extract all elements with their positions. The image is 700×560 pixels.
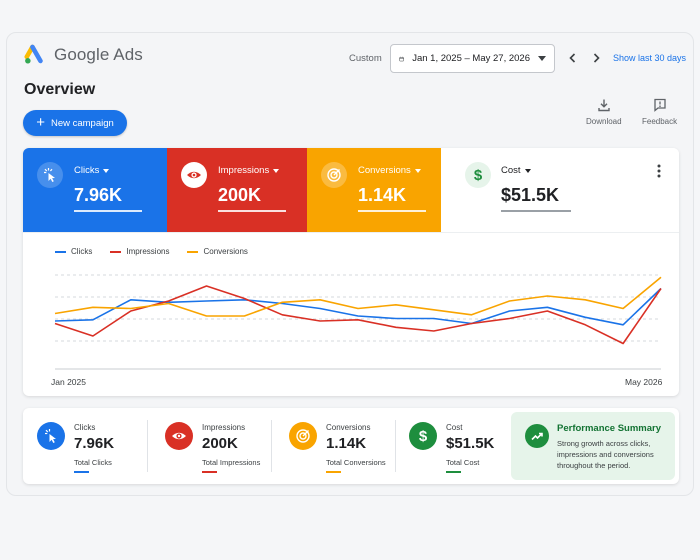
eye-icon [165, 422, 193, 450]
google-ads-logo[interactable]: Google Ads [24, 44, 143, 66]
kpi-label: Conversions [358, 165, 421, 176]
kpi-underline [358, 210, 426, 212]
chart-legend: Clicks Impressions Conversions [55, 247, 248, 256]
legend-label: Clicks [71, 247, 93, 256]
download-label: Download [586, 117, 622, 126]
summary-label: Impressions [202, 423, 246, 432]
kpi-value: 1.14K [358, 185, 407, 205]
kpi-tile-impressions[interactable]: Impressions 200K [167, 148, 307, 232]
series-line-conversions [54, 276, 662, 317]
summary-value: 1.14K [326, 435, 367, 452]
chevron-down-icon [538, 56, 546, 61]
divider [395, 420, 396, 472]
caret-down-icon [103, 168, 110, 173]
cursor-click-icon [37, 162, 63, 188]
chevron-left-icon[interactable] [568, 53, 578, 63]
divider [147, 420, 148, 472]
legend-label: Impressions [126, 247, 170, 256]
overview-card: Clicks 7.96K Impressions 200K Conversion… [23, 148, 679, 396]
summary-label: Conversions [326, 423, 371, 432]
x-tick-start: Jan 2025 [51, 377, 86, 387]
custom-label: Custom [349, 53, 382, 64]
performance-chart: Clicks Impressions Conversions Jan 2025 … [23, 232, 679, 396]
performance-summary-title: Performance Summary [557, 423, 662, 434]
more-vert-icon[interactable] [657, 164, 661, 178]
logo-text: Google Ads [54, 45, 143, 64]
legend-item[interactable]: Impressions [110, 247, 169, 256]
feedback-button[interactable]: Feedback [642, 98, 677, 126]
kpi-underline [218, 210, 286, 212]
caret-down-icon [273, 168, 280, 173]
legend-swatch [187, 250, 199, 253]
kpi-label: Impressions [218, 165, 280, 176]
kpi-tile-clicks[interactable]: Clicks 7.96K [23, 148, 167, 232]
calendar-icon [399, 56, 404, 61]
feedback-label: Feedback [642, 117, 678, 126]
show-last-30-days-link[interactable]: Show last 30 days [613, 53, 687, 63]
summary-underline [202, 471, 217, 473]
download-button[interactable]: Download [586, 98, 622, 126]
kpi-value: 200K [218, 185, 262, 205]
legend-swatch [55, 250, 66, 253]
dollar-icon: $ [409, 422, 437, 450]
series-line-clicks [54, 287, 662, 326]
kpi-value: 7.96K [74, 185, 123, 205]
series-line-impressions [54, 285, 662, 345]
line-chart-svg [54, 274, 662, 370]
caret-down-icon [524, 168, 531, 173]
caret-down-icon [414, 168, 421, 173]
date-range-text: Jan 1, 2025 – May 27, 2026 [412, 53, 530, 64]
performance-summary-text: Strong growth across clicks, impressions… [557, 439, 654, 470]
summary-conversions: Conversions 1.14K Total Conversions [275, 408, 395, 484]
google-ads-logo-icon [24, 44, 43, 64]
x-tick-end: May 2026 [625, 377, 663, 387]
kpi-label: Clicks [74, 165, 110, 176]
target-icon [321, 162, 347, 188]
eye-icon [181, 162, 207, 188]
legend-swatch [110, 250, 122, 253]
kpi-tile-cost[interactable]: $ Cost $51.5K [441, 148, 679, 232]
kpi-label: Cost [501, 165, 531, 176]
legend-item[interactable]: Conversions [187, 247, 248, 256]
plus-icon: + [36, 114, 45, 131]
legend-label: Conversions [203, 247, 248, 256]
new-campaign-button[interactable]: + New campaign [23, 110, 127, 136]
summary-underline [74, 471, 89, 473]
dollar-icon: $ [465, 162, 491, 188]
legend-item[interactable]: Clicks [55, 247, 92, 256]
date-range-picker[interactable]: Jan 1, 2025 – May 27, 2026 [390, 44, 555, 73]
summary-value: $51.5K [446, 435, 495, 452]
cursor-click-icon [37, 422, 65, 450]
trend-up-icon [525, 424, 549, 448]
kpi-underline [74, 210, 142, 212]
summary-underline [446, 471, 461, 473]
performance-summary-panel: Performance Summary Strong growth across… [511, 412, 675, 480]
summary-value: 200K [202, 435, 238, 452]
summary-cost: $ Cost $51.5K Total Cost [395, 408, 507, 484]
summary-clicks: Clicks 7.96K Total Clicks [23, 408, 147, 484]
summary-value: 7.96K [74, 435, 115, 452]
summary-underline [326, 471, 341, 473]
chevron-right-icon[interactable] [591, 53, 601, 63]
summary-label: Cost [446, 423, 463, 432]
page-title: Overview [24, 81, 96, 98]
target-icon [289, 422, 317, 450]
kpi-tile-conversions[interactable]: Conversions 1.14K [307, 148, 441, 232]
kpi-underline [501, 210, 571, 212]
summary-sub: Total Impressions [202, 458, 261, 467]
divider [271, 420, 272, 472]
download-icon [598, 99, 610, 112]
summary-sub: Total Cost [446, 458, 480, 467]
summary-sub: Total Clicks [74, 458, 112, 467]
summary-card: Clicks 7.96K Total Clicks Impressions 20… [23, 408, 679, 484]
kpi-value: $51.5K [501, 185, 560, 205]
new-campaign-label: New campaign [50, 117, 114, 129]
summary-impressions: Impressions 200K Total Impressions [151, 408, 271, 484]
summary-label: Clicks [74, 423, 96, 432]
feedback-icon [653, 98, 666, 112]
summary-sub: Total Conversions [326, 458, 386, 467]
